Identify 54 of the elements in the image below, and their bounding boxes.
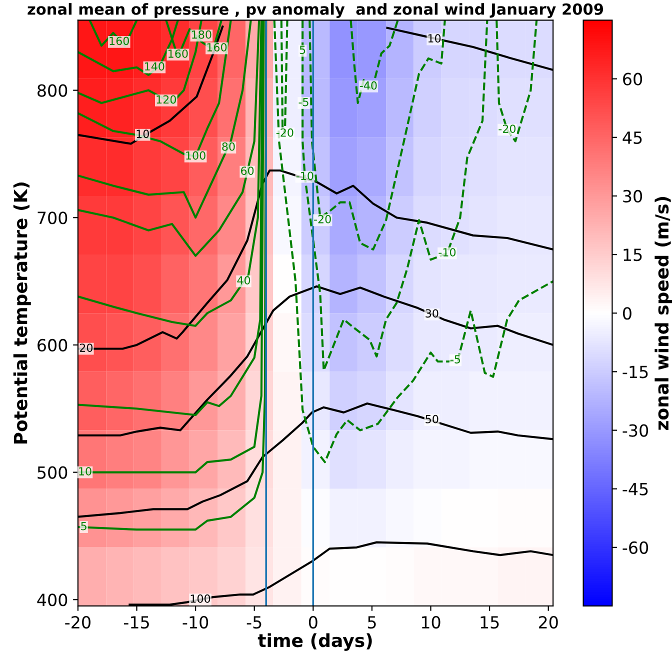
annotation: 160 bbox=[207, 43, 227, 52]
annotation: -5 bbox=[450, 355, 460, 364]
annotation: 120 bbox=[156, 95, 176, 104]
color-bar-title: zonal wind speed (m/s) bbox=[654, 196, 672, 430]
annotation: 30 bbox=[426, 309, 438, 318]
x-tick-label: 5 bbox=[368, 616, 376, 629]
annotation: 10 bbox=[136, 130, 149, 138]
annotation: 160 bbox=[168, 49, 188, 58]
color-bar-label: 15 bbox=[624, 248, 642, 262]
x-tick-label: 20 bbox=[538, 616, 558, 629]
annotation: 140 bbox=[145, 62, 164, 71]
annotation: 80 bbox=[222, 142, 235, 151]
annotation: 10 bbox=[428, 34, 441, 43]
annotation: -20 bbox=[314, 214, 331, 224]
annotation: -10 bbox=[438, 248, 456, 256]
y-axis-title: Potential temperature (K) bbox=[13, 182, 31, 444]
color-bar-label: 30 bbox=[623, 190, 642, 203]
annotation: -40 bbox=[360, 81, 377, 90]
x-tick-label: -5 bbox=[246, 616, 262, 629]
annotation: 5 bbox=[300, 46, 306, 54]
x-tick-label: 10 bbox=[422, 616, 440, 629]
color-bar-label: 45 bbox=[622, 132, 642, 144]
annotation: 20 bbox=[80, 344, 93, 352]
color-bar-label: -45 bbox=[622, 483, 648, 496]
annotation: 40 bbox=[237, 276, 250, 285]
annotation: 180 bbox=[192, 30, 212, 39]
x-tick-label: -20 bbox=[65, 616, 90, 629]
chart-title: zonal mean of pressure , pv anomaly and zonal wind January 2009 bbox=[28, 3, 604, 18]
annotation: -5 bbox=[298, 98, 308, 106]
annotation: -10 bbox=[296, 172, 314, 180]
x-tick-label: 15 bbox=[480, 616, 499, 629]
annotation: -20 bbox=[498, 124, 516, 133]
x-axis-title: time (days) bbox=[258, 633, 372, 651]
color-bar-label: 0 bbox=[623, 307, 632, 320]
annotation: 100 bbox=[186, 151, 206, 160]
y-tick-label: 800 bbox=[38, 84, 68, 97]
annotation: 60 bbox=[241, 166, 254, 175]
x-tick-label: -10 bbox=[182, 616, 208, 629]
annotation: 5 bbox=[81, 522, 86, 530]
x-tick-label: -15 bbox=[124, 616, 149, 629]
color-bar-label: -60 bbox=[622, 541, 648, 554]
color-bar-label: -15 bbox=[622, 366, 648, 378]
y-tick-label: 500 bbox=[38, 466, 68, 479]
y-tick-label: 400 bbox=[37, 594, 68, 606]
annotation: 10 bbox=[79, 467, 92, 476]
annotation: 100 bbox=[190, 594, 210, 603]
annotation: 160 bbox=[110, 36, 129, 46]
x-tick-label: 0 bbox=[308, 616, 318, 629]
color-bar-label: -30 bbox=[622, 424, 648, 437]
y-tick-label: 700 bbox=[38, 212, 68, 224]
color-bar-label: 60 bbox=[623, 72, 642, 86]
annotation: -20 bbox=[276, 128, 294, 137]
y-tick-label: 600 bbox=[38, 338, 68, 352]
annotation: 50 bbox=[426, 414, 438, 424]
